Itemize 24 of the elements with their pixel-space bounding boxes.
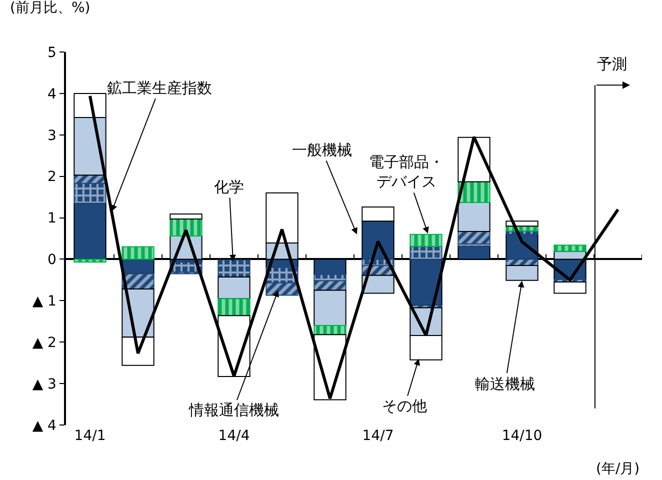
y-tick-label: ▲ 1 bbox=[32, 294, 56, 310]
x-axis-title: (年/月) bbox=[596, 461, 640, 477]
annotation: 予測 bbox=[597, 55, 627, 73]
y-tick-label: 2 bbox=[48, 169, 56, 186]
y-tick-label: ▲ 3 bbox=[32, 376, 56, 392]
y-tick-label: 5 bbox=[48, 44, 56, 61]
series-label: 鉱工業生産指数 bbox=[107, 79, 212, 97]
series-label: 電子部品・デバイス bbox=[369, 153, 444, 190]
y-tick-label: 3 bbox=[48, 128, 56, 144]
text: 情報通信機械 bbox=[188, 401, 279, 419]
y-tick-label: 1 bbox=[48, 210, 56, 227]
x-tick-label: 14/7 bbox=[362, 428, 394, 444]
x-tick-label: 14/4 bbox=[218, 428, 250, 444]
x-tick-label: 14/10 bbox=[502, 428, 542, 444]
text: 輸送機械 bbox=[475, 375, 535, 393]
text: 化学 bbox=[214, 178, 244, 196]
text: その他 bbox=[382, 397, 427, 415]
text: 一般機械 bbox=[292, 141, 352, 159]
y-axis-title: (前月比、%) bbox=[10, 0, 90, 16]
y-tick-label: 0 bbox=[48, 252, 56, 268]
y-tick-label: ▲ 2 bbox=[32, 335, 56, 352]
y-tick-label: ▲ 4 bbox=[32, 418, 57, 434]
x-tick-label: 14/1 bbox=[74, 428, 106, 444]
y-tick-label: 4 bbox=[48, 86, 57, 102]
